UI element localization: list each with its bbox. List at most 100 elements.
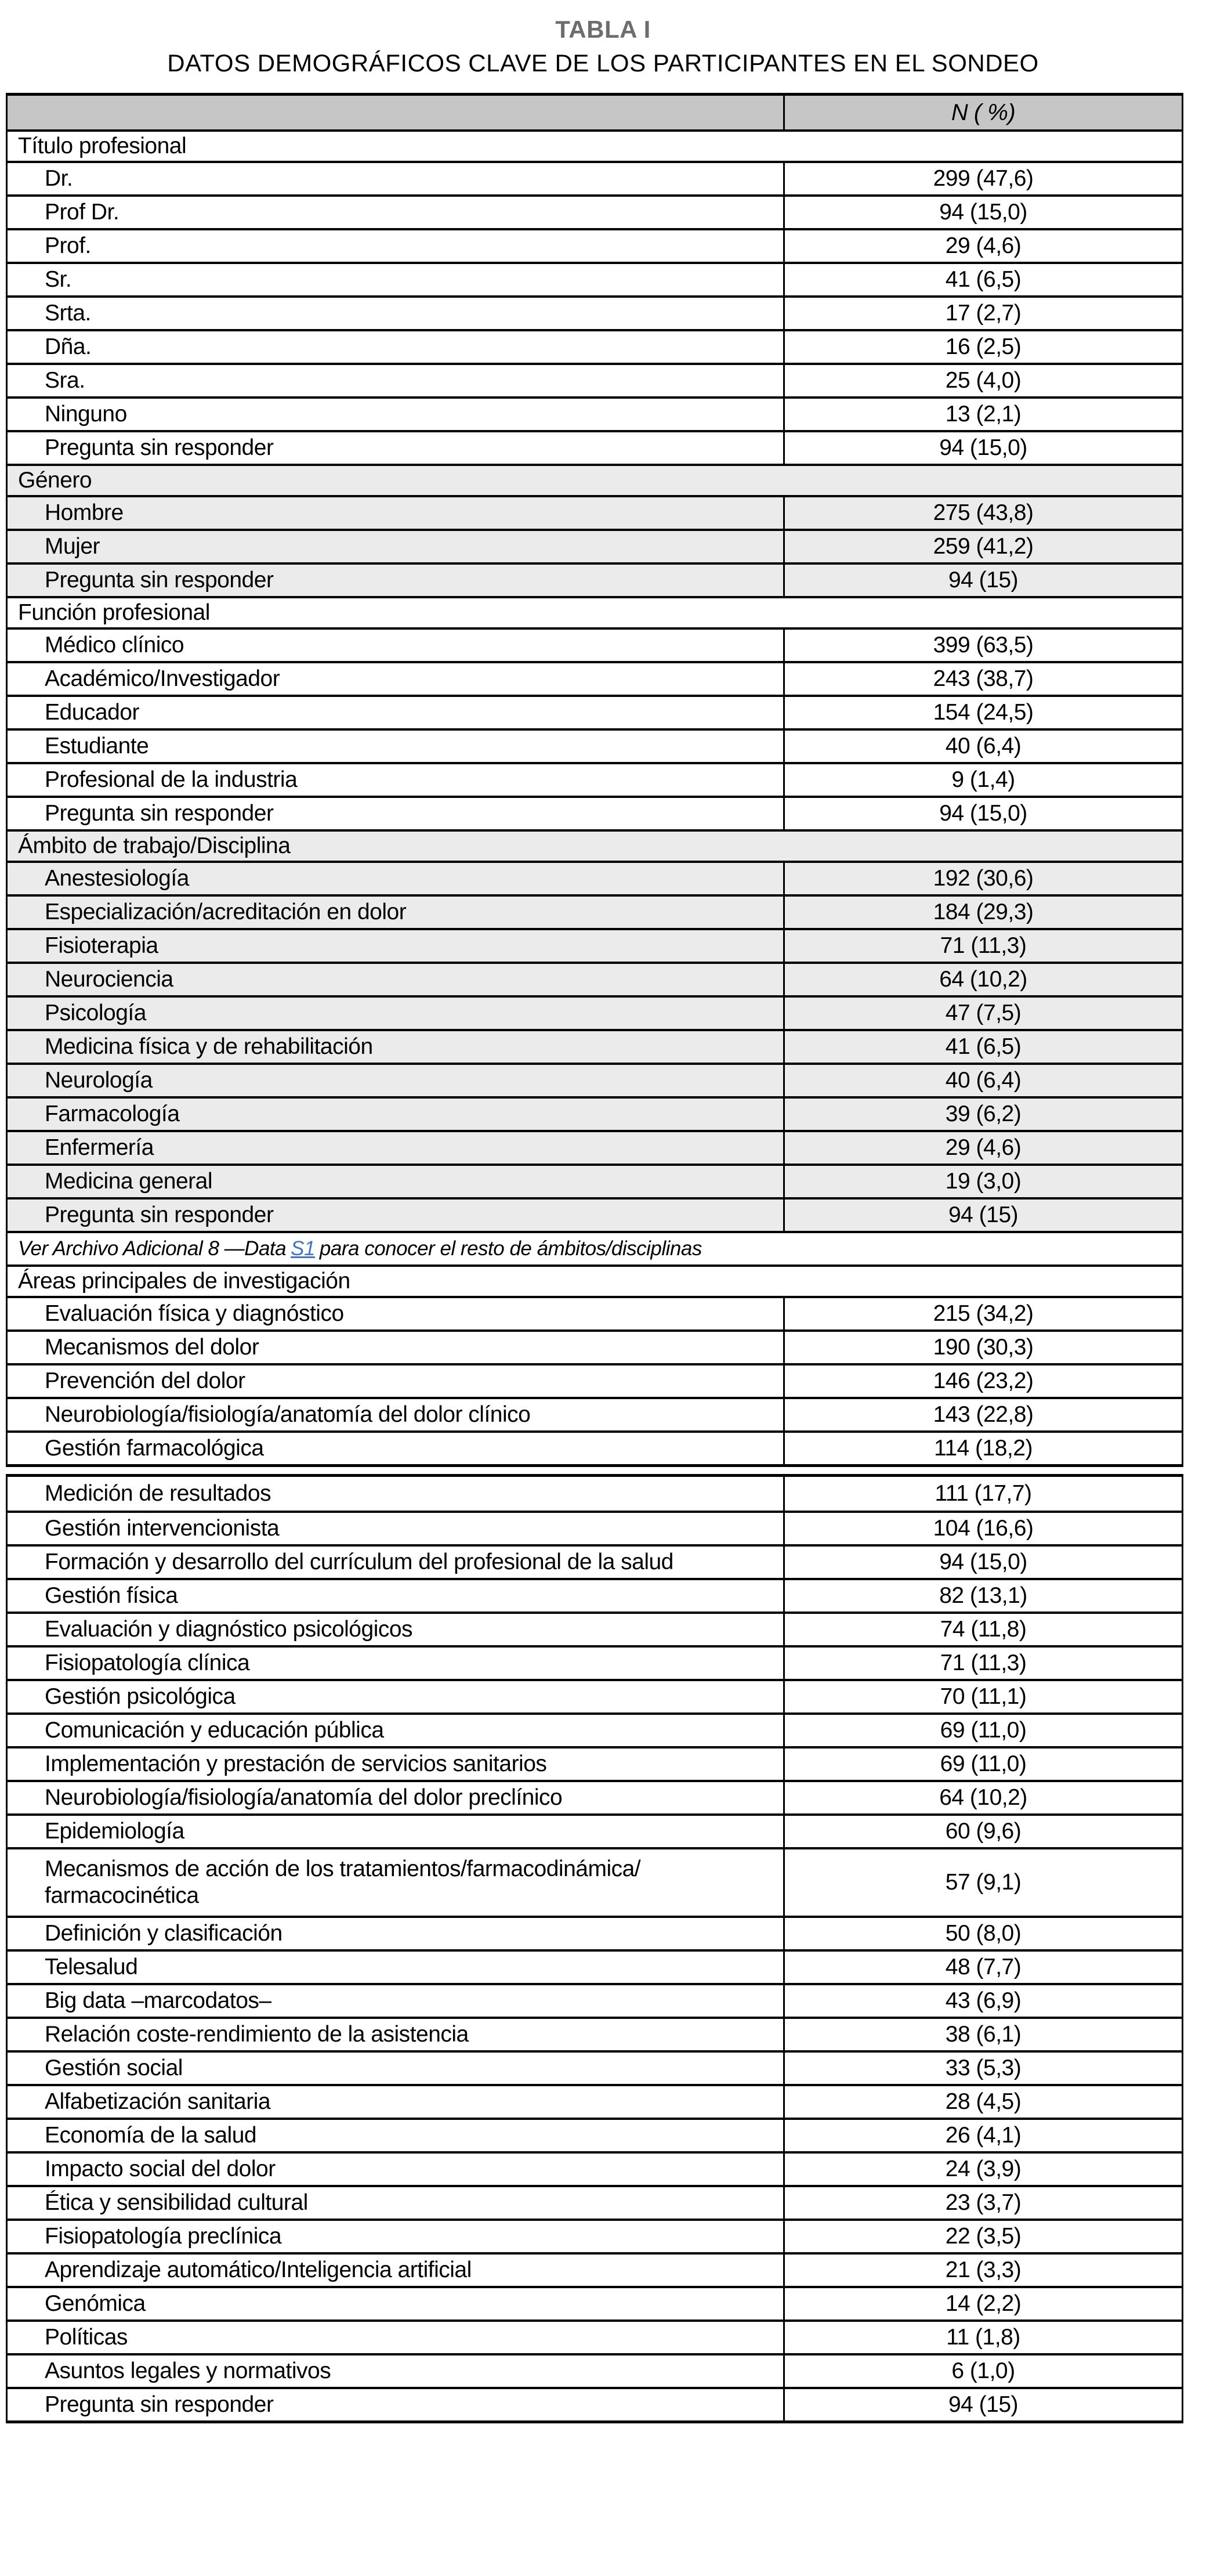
row-label: Gestión farmacológica	[45, 1436, 264, 1461]
table-caption: TABLA I DATOS DEMOGRÁFICOS CLAVE DE LOS …	[0, 0, 1206, 78]
row-value: 47 (7,5)	[783, 998, 1182, 1029]
row-label: Alfabetización sanitaria	[45, 2089, 271, 2114]
row-label: Definición y clasificación	[45, 1921, 283, 1946]
data-row: Definición y clasificación 50 (8,0)	[8, 1916, 1182, 1949]
data-row: Pregunta sin responder 94 (15)	[8, 2387, 1182, 2420]
row-label: Mecanismos de acción de los tratamientos…	[45, 1856, 641, 1908]
data-row: Prof. 29 (4,6)	[8, 228, 1182, 262]
row-label: Neurología	[45, 1068, 153, 1093]
note-text: Ver Archivo Adicional 8 —Data S1 para cono…	[8, 1233, 1182, 1264]
row-label: Neurobiología/fisiología/anatomía del do…	[45, 1402, 531, 1427]
row-value: 259 (41,2)	[783, 531, 1182, 562]
data-row: Gestión intervencionista 104 (16,6)	[8, 1511, 1182, 1544]
section-header-row: Áreas principales de investigación	[8, 1264, 1182, 1296]
data-row: Medición de resultados 111 (17,7)	[8, 1477, 1182, 1511]
data-row: Gestión farmacológica 114 (18,2)	[8, 1430, 1182, 1464]
row-label: Anestesiología	[45, 866, 189, 891]
data-row: Sr. 41 (6,5)	[8, 262, 1182, 295]
column-header-empty-cell	[8, 96, 783, 129]
row-value: 104 (16,6)	[783, 1513, 1182, 1544]
data-row: Pregunta sin responder 94 (15,0)	[8, 796, 1182, 829]
row-label: Aprendizaje automático/Inteligencia arti…	[45, 2257, 472, 2282]
row-value: 39 (6,2)	[783, 1099, 1182, 1130]
row-value: 275 (43,8)	[783, 497, 1182, 529]
data-s1-link[interactable]: S1	[291, 1237, 315, 1260]
data-row: Ninguno 13 (2,1)	[8, 396, 1182, 430]
row-label: Médico clínico	[45, 633, 184, 657]
row-value: 22 (3,5)	[783, 2221, 1182, 2252]
row-value: 41 (6,5)	[783, 264, 1182, 295]
data-row: Prof Dr. 94 (15,0)	[8, 194, 1182, 228]
column-header-n-pct: N ( %)	[783, 96, 1182, 129]
data-row: Neurobiología/fisiología/anatomía del do…	[8, 1780, 1182, 1813]
data-row: Alfabetización sanitaria 28 (4,5)	[8, 2084, 1182, 2118]
row-label: Pregunta sin responder	[45, 435, 274, 460]
row-value: 71 (11,3)	[783, 1648, 1182, 1679]
row-label: Pregunta sin responder	[45, 1202, 274, 1227]
data-row: Fisioterapia 71 (11,3)	[8, 928, 1182, 962]
row-value: 38 (6,1)	[783, 2019, 1182, 2050]
row-value: 23 (3,7)	[783, 2187, 1182, 2219]
row-label: Gestión física	[45, 1583, 178, 1608]
row-value: 43 (6,9)	[783, 1985, 1182, 2017]
row-value: 6 (1,0)	[783, 2355, 1182, 2387]
column-header-row: N ( %)	[8, 96, 1182, 129]
row-value: 60 (9,6)	[783, 1816, 1182, 1847]
row-value: 146 (23,2)	[783, 1365, 1182, 1397]
data-row: Políticas 11 (1,8)	[8, 2320, 1182, 2353]
data-row: Comunicación y educación pública 69 (11,0…	[8, 1712, 1182, 1746]
row-label: Fisiopatología clínica	[45, 1650, 250, 1675]
section-header-row: Función profesional	[8, 596, 1182, 627]
data-row: Fisiopatología clínica 71 (11,3)	[8, 1645, 1182, 1679]
data-row: Gestión social 33 (5,3)	[8, 2050, 1182, 2084]
section-title: Áreas principales de investigación	[18, 1269, 350, 1294]
row-label: Enfermería	[45, 1135, 154, 1160]
row-label: Telesalud	[45, 1954, 138, 1979]
data-row: Estudiante 40 (6,4)	[8, 728, 1182, 762]
data-row: Epidemiología 60 (9,6)	[8, 1813, 1182, 1847]
row-label: Implementación y prestación de servicios…	[45, 1751, 547, 1776]
data-row: Pregunta sin responder 94 (15,0)	[8, 430, 1182, 464]
row-label: Medición de resultados	[45, 1481, 271, 1506]
row-value: 82 (13,1)	[783, 1580, 1182, 1612]
row-label: Formación y desarrollo del currículum de…	[45, 1549, 673, 1574]
data-row: Neurología 40 (6,4)	[8, 1063, 1182, 1096]
row-label: Gestión psicológica	[45, 1684, 236, 1709]
row-value: 26 (4,1)	[783, 2120, 1182, 2151]
row-value: 57 (9,1)	[783, 1849, 1182, 1916]
row-value: 215 (34,2)	[783, 1298, 1182, 1329]
data-row: Genómica 14 (2,2)	[8, 2286, 1182, 2320]
row-value: 192 (30,6)	[783, 863, 1182, 894]
data-row: Pregunta sin responder 94 (15)	[8, 1197, 1182, 1231]
row-value: 74 (11,8)	[783, 1614, 1182, 1645]
data-row: Gestión psicológica 70 (11,1)	[8, 1679, 1182, 1712]
row-value: 28 (4,5)	[783, 2086, 1182, 2118]
data-row: Implementación y prestación de servicios…	[8, 1746, 1182, 1780]
data-row: Neurobiología/fisiología/anatomía del do…	[8, 1397, 1182, 1430]
note-row: Ver Archivo Adicional 8 —Data S1 para cono…	[8, 1231, 1182, 1264]
row-value: 143 (22,8)	[783, 1399, 1182, 1430]
data-row: Especialización/acreditación en dolor 184…	[8, 894, 1182, 928]
row-value: 94 (15,0)	[783, 798, 1182, 829]
data-row: Educador 154 (24,5)	[8, 695, 1182, 728]
row-value: 184 (29,3)	[783, 897, 1182, 928]
data-row: Mecanismos de acción de los tratamientos…	[8, 1847, 1182, 1916]
row-label: Políticas	[45, 2325, 128, 2350]
row-label: Impacto social del dolor	[45, 2156, 276, 2181]
row-value: 33 (5,3)	[783, 2053, 1182, 2084]
row-value: 41 (6,5)	[783, 1031, 1182, 1063]
row-label: Académico/Investigador	[45, 666, 280, 691]
row-label: Especialización/acreditación en dolor	[45, 899, 407, 924]
row-label: Evaluación y diagnóstico psicológicos	[45, 1617, 413, 1642]
row-label: Fisioterapia	[45, 933, 158, 958]
data-row: Pregunta sin responder 94 (15)	[8, 562, 1182, 596]
row-value: 19 (3,0)	[783, 1166, 1182, 1197]
data-row: Médico clínico 399 (63,5)	[8, 627, 1182, 661]
note-suffix: para conocer el resto de ámbitos/discipl…	[319, 1237, 702, 1260]
row-value: 94 (15,0)	[783, 1547, 1182, 1578]
data-row: Srta. 17 (2,7)	[8, 295, 1182, 329]
row-label: Prof.	[45, 233, 91, 258]
row-value: 70 (11,1)	[783, 1681, 1182, 1712]
row-label: Medicina física y de rehabilitación	[45, 1034, 373, 1059]
row-value: 399 (63,5)	[783, 630, 1182, 661]
